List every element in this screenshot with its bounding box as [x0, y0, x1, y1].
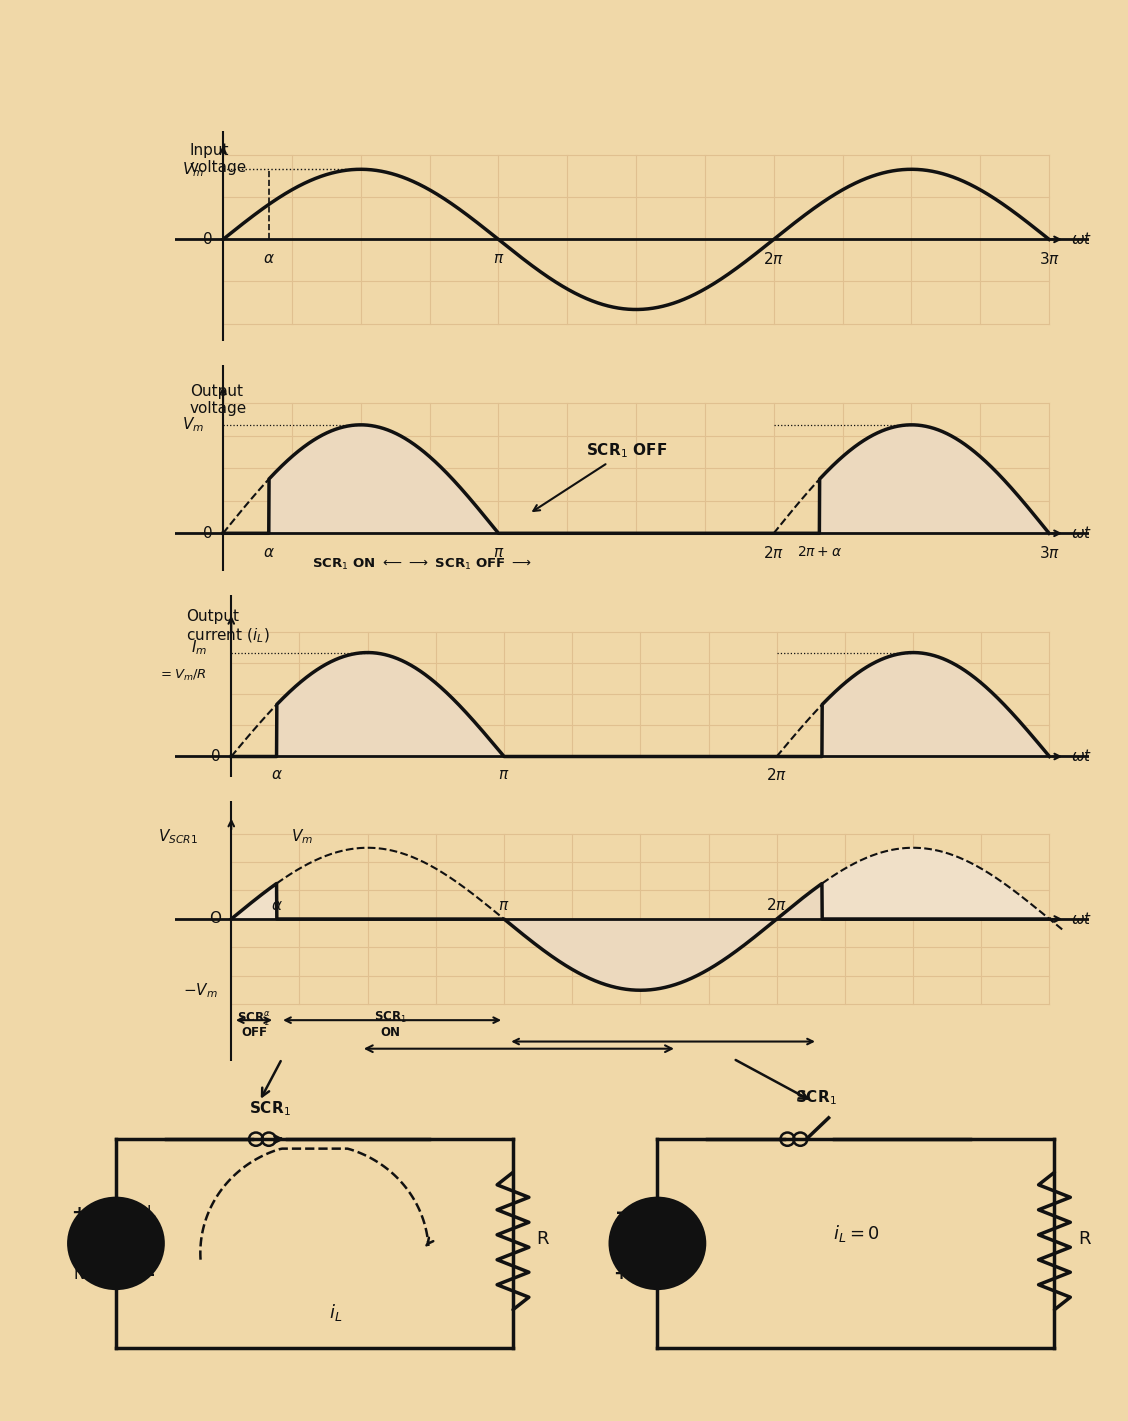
- Text: ON: ON: [380, 1026, 400, 1039]
- Text: +: +: [71, 1204, 86, 1222]
- Text: $\pi$: $\pi$: [499, 767, 510, 782]
- Text: $\longrightarrow$ SCR$_1$ OFF $\longrightarrow$: $\longrightarrow$ SCR$_1$ OFF $\longrigh…: [406, 557, 532, 573]
- Text: OFF: OFF: [241, 1026, 267, 1039]
- Text: ~: ~: [649, 1233, 667, 1253]
- Text: $\alpha$: $\alpha$: [271, 898, 283, 912]
- Text: L: L: [147, 1205, 155, 1221]
- Text: $V_m$: $V_m$: [291, 827, 312, 847]
- Text: $2\pi$: $2\pi$: [766, 767, 787, 783]
- Text: SCR$_1$: SCR$_1$: [249, 1100, 291, 1118]
- Text: 0: 0: [203, 232, 212, 247]
- Text: SCR$_1$: SCR$_1$: [795, 1088, 837, 1107]
- Text: $V_m$: $V_m$: [182, 415, 204, 435]
- Text: $2\pi$: $2\pi$: [764, 252, 784, 267]
- Text: Input
voltage: Input voltage: [190, 142, 247, 175]
- Text: N: N: [73, 1266, 85, 1282]
- Text: $V_{SCR1}$: $V_{SCR1}$: [158, 827, 199, 847]
- Text: Output
current ($i_L$): Output current ($i_L$): [186, 610, 270, 645]
- Text: $2\pi$: $2\pi$: [764, 546, 784, 561]
- Text: Output
voltage: Output voltage: [190, 384, 247, 416]
- Text: R: R: [1078, 1229, 1091, 1248]
- Text: R: R: [537, 1229, 549, 1248]
- Text: SCR$_1$ ON $\longleftarrow$: SCR$_1$ ON $\longleftarrow$: [311, 557, 402, 573]
- Text: -: -: [616, 1204, 624, 1222]
- Text: 0: 0: [211, 749, 221, 764]
- Text: $I_m$: $I_m$: [191, 638, 206, 657]
- Text: $\pi$: $\pi$: [499, 898, 510, 912]
- Text: $V_m$: $V_m$: [182, 161, 204, 179]
- Text: $2\pi+\alpha$: $2\pi+\alpha$: [797, 546, 843, 560]
- Text: $\alpha$: $\alpha$: [271, 767, 283, 782]
- Text: $i_L$: $i_L$: [329, 1302, 343, 1323]
- Text: 0: 0: [203, 526, 212, 541]
- Text: $- V_m$: $- V_m$: [184, 980, 218, 999]
- Text: $\omega t$: $\omega t$: [1072, 911, 1092, 926]
- Text: $3\pi$: $3\pi$: [1039, 546, 1059, 561]
- Text: $i_L = 0$: $i_L = 0$: [832, 1223, 879, 1245]
- Text: $2\pi$: $2\pi$: [766, 897, 787, 912]
- Text: $\omega t$: $\omega t$: [1070, 526, 1092, 541]
- Text: ~: ~: [107, 1233, 125, 1253]
- Text: O: O: [209, 911, 221, 926]
- Circle shape: [610, 1198, 705, 1289]
- Text: $\omega t$: $\omega t$: [1072, 749, 1092, 764]
- Text: $\pi$: $\pi$: [493, 546, 504, 560]
- Text: SCR$_1^\alpha$: SCR$_1^\alpha$: [237, 1010, 271, 1027]
- Text: $\pi$: $\pi$: [493, 252, 504, 266]
- Text: $= V_m/R$: $= V_m/R$: [158, 668, 206, 684]
- Text: +: +: [613, 1265, 627, 1283]
- Text: $\alpha$: $\alpha$: [263, 252, 275, 266]
- Text: $\alpha$: $\alpha$: [263, 546, 275, 560]
- Text: SCR$_1$: SCR$_1$: [374, 1010, 407, 1026]
- Text: $3\pi$: $3\pi$: [1039, 252, 1059, 267]
- Text: SCR$_1$ OFF: SCR$_1$ OFF: [534, 441, 667, 512]
- Circle shape: [69, 1198, 164, 1289]
- Text: -: -: [147, 1265, 155, 1283]
- Text: $\omega t$: $\omega t$: [1070, 232, 1092, 247]
